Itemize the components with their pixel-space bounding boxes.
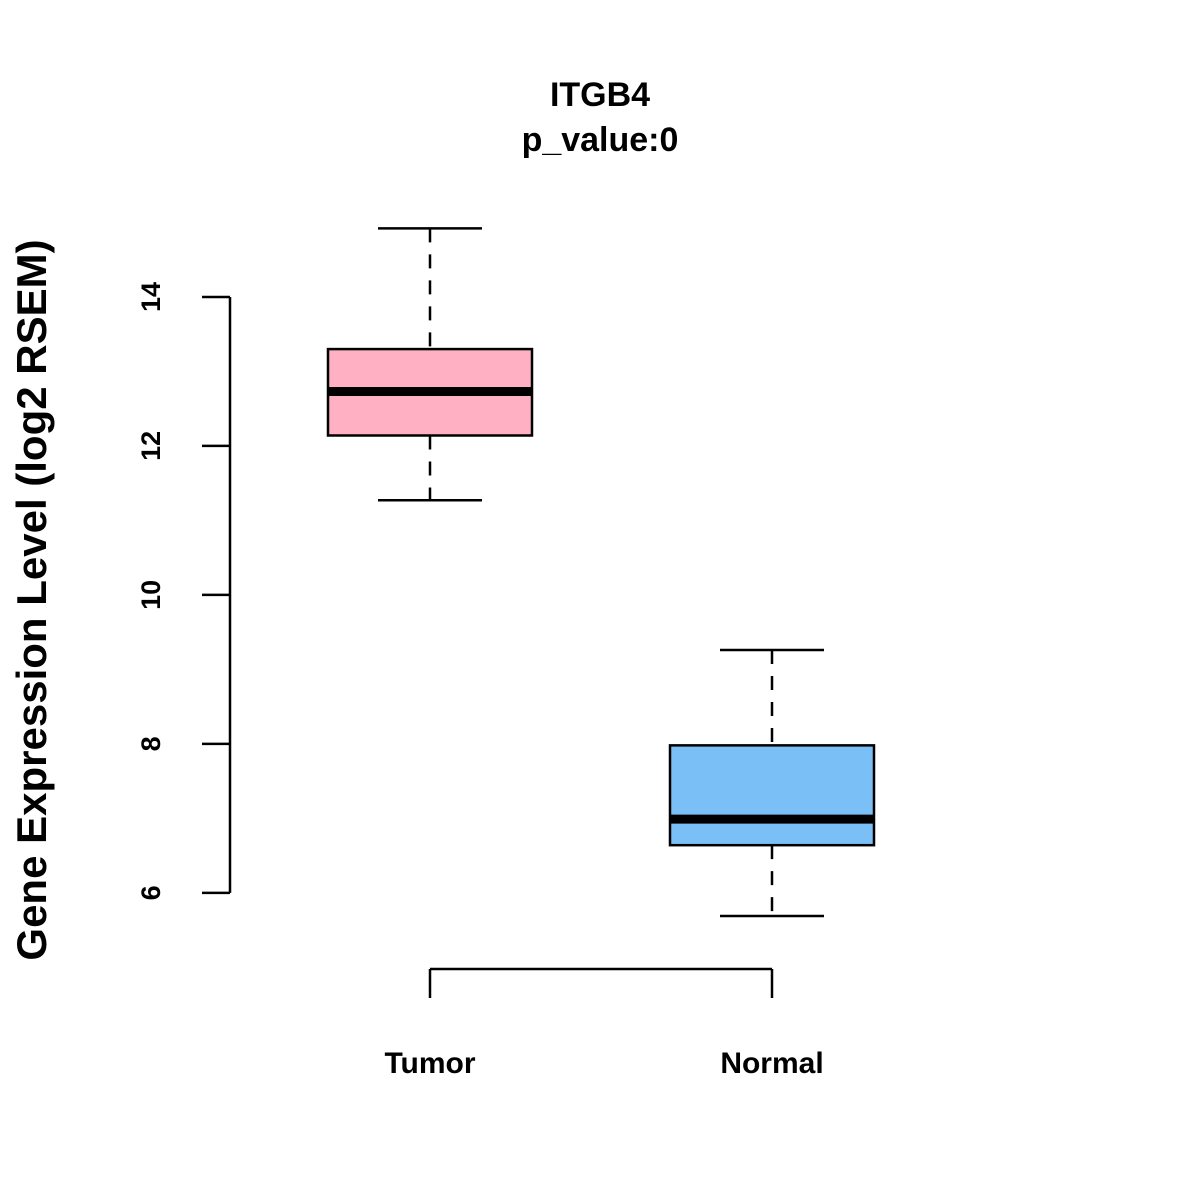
y-tick-label-14: 14 bbox=[136, 282, 166, 312]
y-tick-label-12: 12 bbox=[136, 431, 166, 461]
x-tick-label-tumor: Tumor bbox=[384, 1047, 475, 1080]
y-tick-label-8: 8 bbox=[136, 736, 166, 751]
chart-title: ITGB4 bbox=[550, 76, 650, 114]
box-tumor bbox=[326, 227, 534, 502]
x-axis: Tumor Normal bbox=[384, 967, 824, 1080]
y-axis-label: Gene Expression Level (log2 RSEM) bbox=[8, 239, 55, 960]
y-axis: 6 8 10 12 14 bbox=[136, 282, 232, 900]
iqr-box-normal bbox=[668, 744, 876, 847]
x-tick-label-normal: Normal bbox=[720, 1047, 823, 1080]
box-normal bbox=[668, 648, 876, 918]
chart-subtitle: p_value:0 bbox=[522, 121, 679, 159]
boxes bbox=[326, 227, 876, 918]
y-tick-label-10: 10 bbox=[136, 580, 166, 610]
y-tick-label-6: 6 bbox=[136, 885, 166, 900]
